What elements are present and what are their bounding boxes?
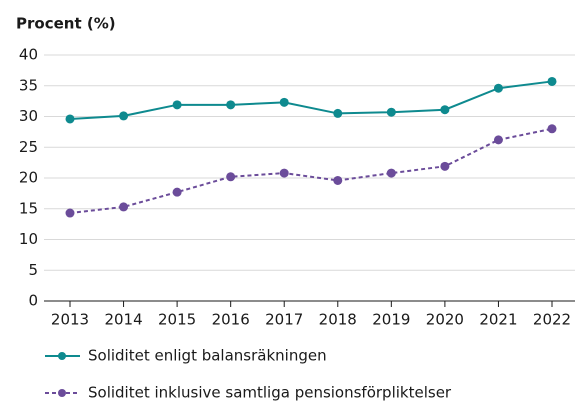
legend-marker [58,352,66,360]
x-tick-label: 2015 [158,311,196,329]
y-tick-label: 5 [28,261,38,279]
data-point [226,172,236,182]
y-tick-label: 40 [19,46,38,64]
y-tick-label: 15 [19,199,38,217]
y-tick-label: 30 [19,107,38,125]
data-point [547,124,557,134]
x-tick-label: 2016 [212,311,250,329]
x-tick-label: 2020 [426,311,464,329]
data-point [65,208,75,218]
data-point [547,76,557,86]
legend-marker [58,389,66,397]
data-point [493,83,503,93]
y-axis-label: Procent (%) [16,15,116,33]
data-point [226,100,236,110]
y-tick-label: 20 [19,169,38,187]
x-tick-label: 2017 [265,311,303,329]
y-tick-label: 35 [19,76,38,94]
series-line [69,127,553,215]
x-tick-label: 2013 [51,311,89,329]
legend-label: Soliditet inklusive samtliga pensionsför… [88,384,452,401]
data-point [386,168,396,178]
y-tick-label: 25 [19,138,38,156]
x-tick-label: 2014 [104,311,142,329]
y-tick-label: 10 [19,230,38,248]
data-point [65,114,75,124]
data-point [119,111,129,121]
data-point [333,108,343,118]
data-point [493,135,503,145]
x-tick-label: 2021 [479,311,517,329]
data-point [440,105,450,115]
data-point [119,202,129,212]
x-tick-label: 2019 [372,311,410,329]
data-point [172,187,182,197]
x-tick-label: 2018 [319,311,357,329]
y-tick-label: 0 [28,292,38,310]
data-point [279,168,289,178]
data-point [440,161,450,171]
data-point [279,97,289,107]
data-point [333,175,343,185]
series-line [69,80,553,120]
x-tick-label: 2022 [533,311,571,329]
data-point [386,107,396,117]
legend-label: Soliditet enligt balansräkningen [88,347,327,365]
data-point [172,100,182,110]
